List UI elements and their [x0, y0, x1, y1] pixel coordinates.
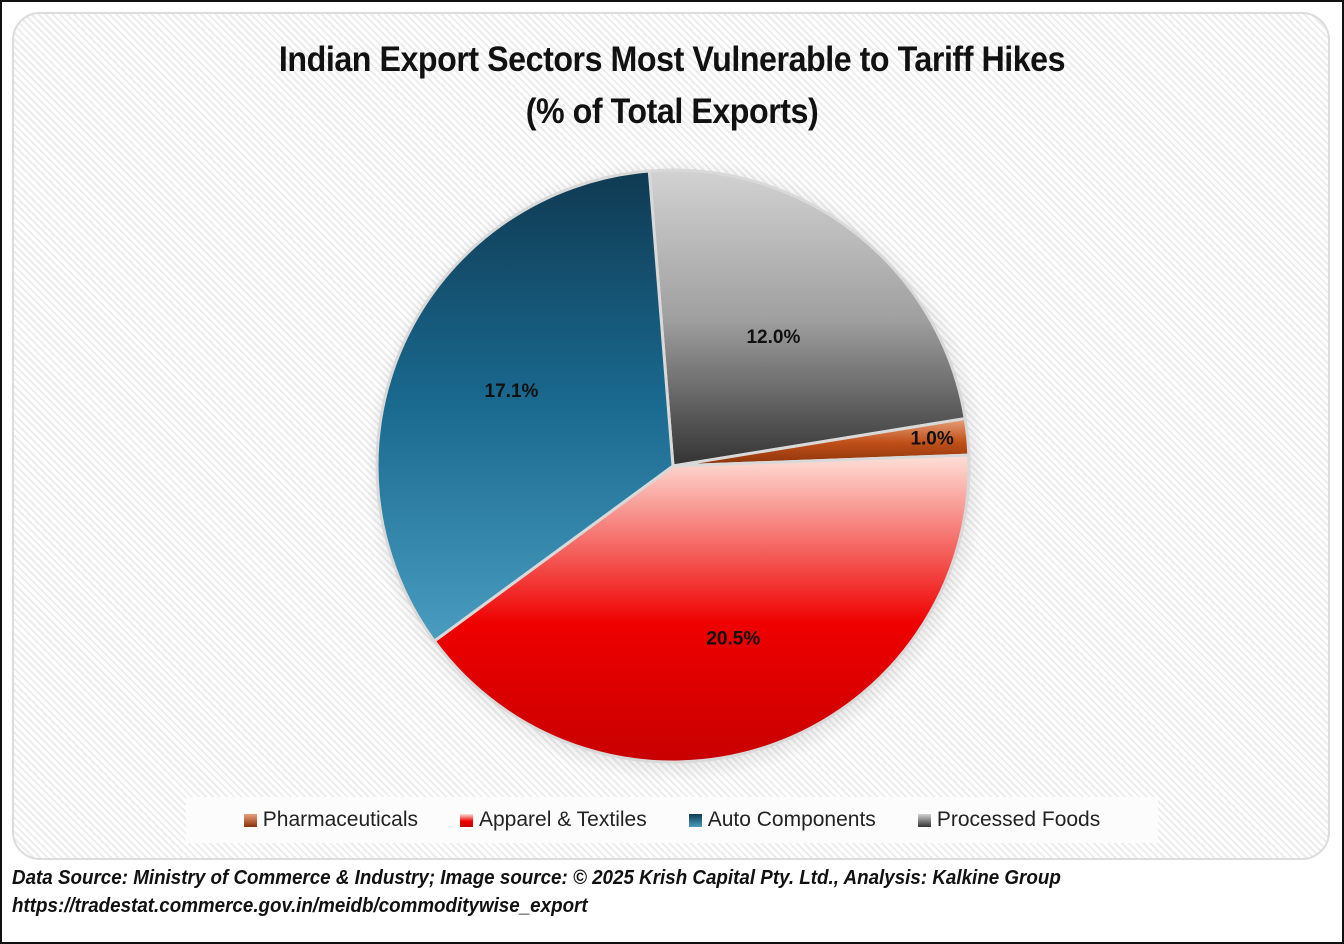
data-source-note: Data Source: Ministry of Commerce & Indu…: [12, 867, 1061, 889]
legend-item-processed-foods[interactable]: Processed Foods: [917, 808, 1101, 832]
pie-slice-apparel-textiles[interactable]: [432, 453, 971, 764]
legend-swatch: [917, 813, 931, 827]
pie-slice-auto-components[interactable]: [375, 169, 675, 643]
chart-subtitle: (% of Total Exports): [525, 92, 819, 131]
chart-title: Indian Export Sectors Most Vulnerable to…: [278, 40, 1066, 79]
source-url[interactable]: https://tradestat.commerce.gov.in/meidb/…: [12, 895, 588, 917]
legend-label: Pharmaceuticals: [262, 808, 418, 831]
legend-item-auto-components[interactable]: Auto Components: [688, 808, 876, 832]
legend-label: Apparel & Textiles: [479, 808, 647, 831]
data-label: 12.0%: [746, 327, 800, 348]
legend-item-pharmaceuticals[interactable]: Pharmaceuticals: [243, 808, 418, 832]
data-label: 17.1%: [485, 381, 539, 402]
pie-slice-processed-foods[interactable]: [647, 168, 967, 468]
legend-item-apparel-textiles[interactable]: Apparel & Textiles: [460, 808, 647, 832]
legend-swatch: [243, 813, 257, 827]
legend: Pharmaceuticals Apparel & Textiles Auto …: [186, 797, 1158, 843]
legend-swatch: [460, 813, 473, 827]
legend-swatch: [688, 813, 702, 827]
legend-label: Processed Foods: [936, 808, 1101, 831]
data-label: 20.5%: [706, 628, 760, 649]
legend-label: Auto Components: [707, 808, 876, 831]
data-label: 1.0%: [910, 429, 953, 450]
